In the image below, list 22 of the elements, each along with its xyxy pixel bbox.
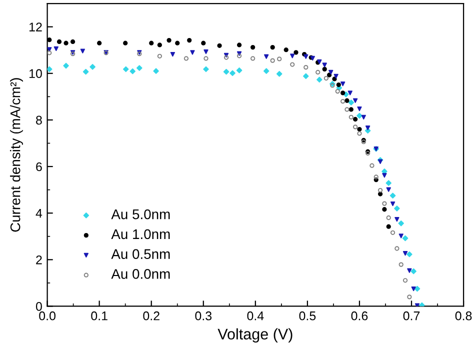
y-axis-title: Current density (mA/cm²): [10, 78, 23, 232]
legend-label: Au 5.0nm: [111, 209, 170, 220]
y-tick-label: 4: [36, 209, 42, 218]
x-axis-title: Voltage (V): [218, 328, 292, 343]
x-tick-label: 0.5: [299, 311, 316, 320]
x-tick-label: 0.7: [403, 311, 420, 320]
y-tick-label: 0: [36, 302, 42, 311]
legend-label: Au 1.0nm: [111, 229, 170, 240]
x-tick-label: 0.1: [91, 311, 108, 320]
x-tick-label: 0.8: [455, 311, 472, 320]
y-tick-label: 12: [29, 22, 42, 32]
y-tick-label: 8: [36, 116, 42, 125]
legend-label: Au 0.0nm: [111, 269, 170, 279]
x-tick-label: 0.0: [39, 311, 56, 320]
legend-label: Au 0.5nm: [111, 249, 170, 259]
x-tick-label: 0.4: [247, 311, 264, 320]
y-tick-label: 2: [36, 255, 42, 264]
x-tick-label: 0.2: [143, 311, 160, 320]
y-tick-label: 6: [36, 162, 42, 172]
x-tick-label: 0.3: [195, 311, 212, 320]
x-tick-label: 0.6: [351, 311, 368, 320]
y-tick-label: 10: [29, 69, 42, 78]
